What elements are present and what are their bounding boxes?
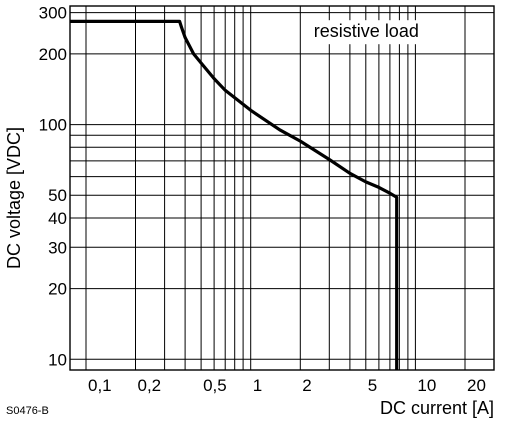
series-line (70, 19, 399, 370)
x-tick-labels: 0,1 0,2 0,5 1 2 5 10 20 (88, 376, 486, 395)
x-axis-title: DC current [A] (380, 398, 494, 418)
x-tick-label: 2 (302, 376, 311, 395)
y-tick-label: 20 (48, 280, 67, 299)
y-tick-label: 300 (39, 4, 67, 23)
x-tick-label: 20 (467, 376, 486, 395)
y-axis-title: DC voltage [VDC] (4, 127, 24, 269)
x-tick-label: 5 (368, 376, 377, 395)
y-tick-label: 30 (48, 238, 67, 257)
curve-layer (70, 19, 399, 370)
x-tick-label: 10 (417, 376, 436, 395)
plot-frame (69, 5, 495, 371)
annotation-background (309, 20, 436, 45)
grid (70, 6, 495, 370)
x-tick-label: 0,5 (203, 376, 227, 395)
y-tick-label: 40 (48, 209, 67, 228)
y-tick-label: 10 (48, 350, 67, 369)
x-tick-label: 1 (253, 376, 262, 395)
y-tick-label: 200 (39, 45, 67, 64)
x-tick-label: 0,1 (88, 376, 112, 395)
y-tick-label: 100 (39, 116, 67, 135)
y-tick-labels: 10 20 30 40 50 100 200 300 (39, 4, 67, 370)
figure-reference: S0476-B (6, 405, 49, 417)
annotation-resistive-load: resistive load (314, 21, 419, 41)
x-tick-label: 0,2 (138, 376, 162, 395)
y-tick-label: 50 (48, 186, 67, 205)
